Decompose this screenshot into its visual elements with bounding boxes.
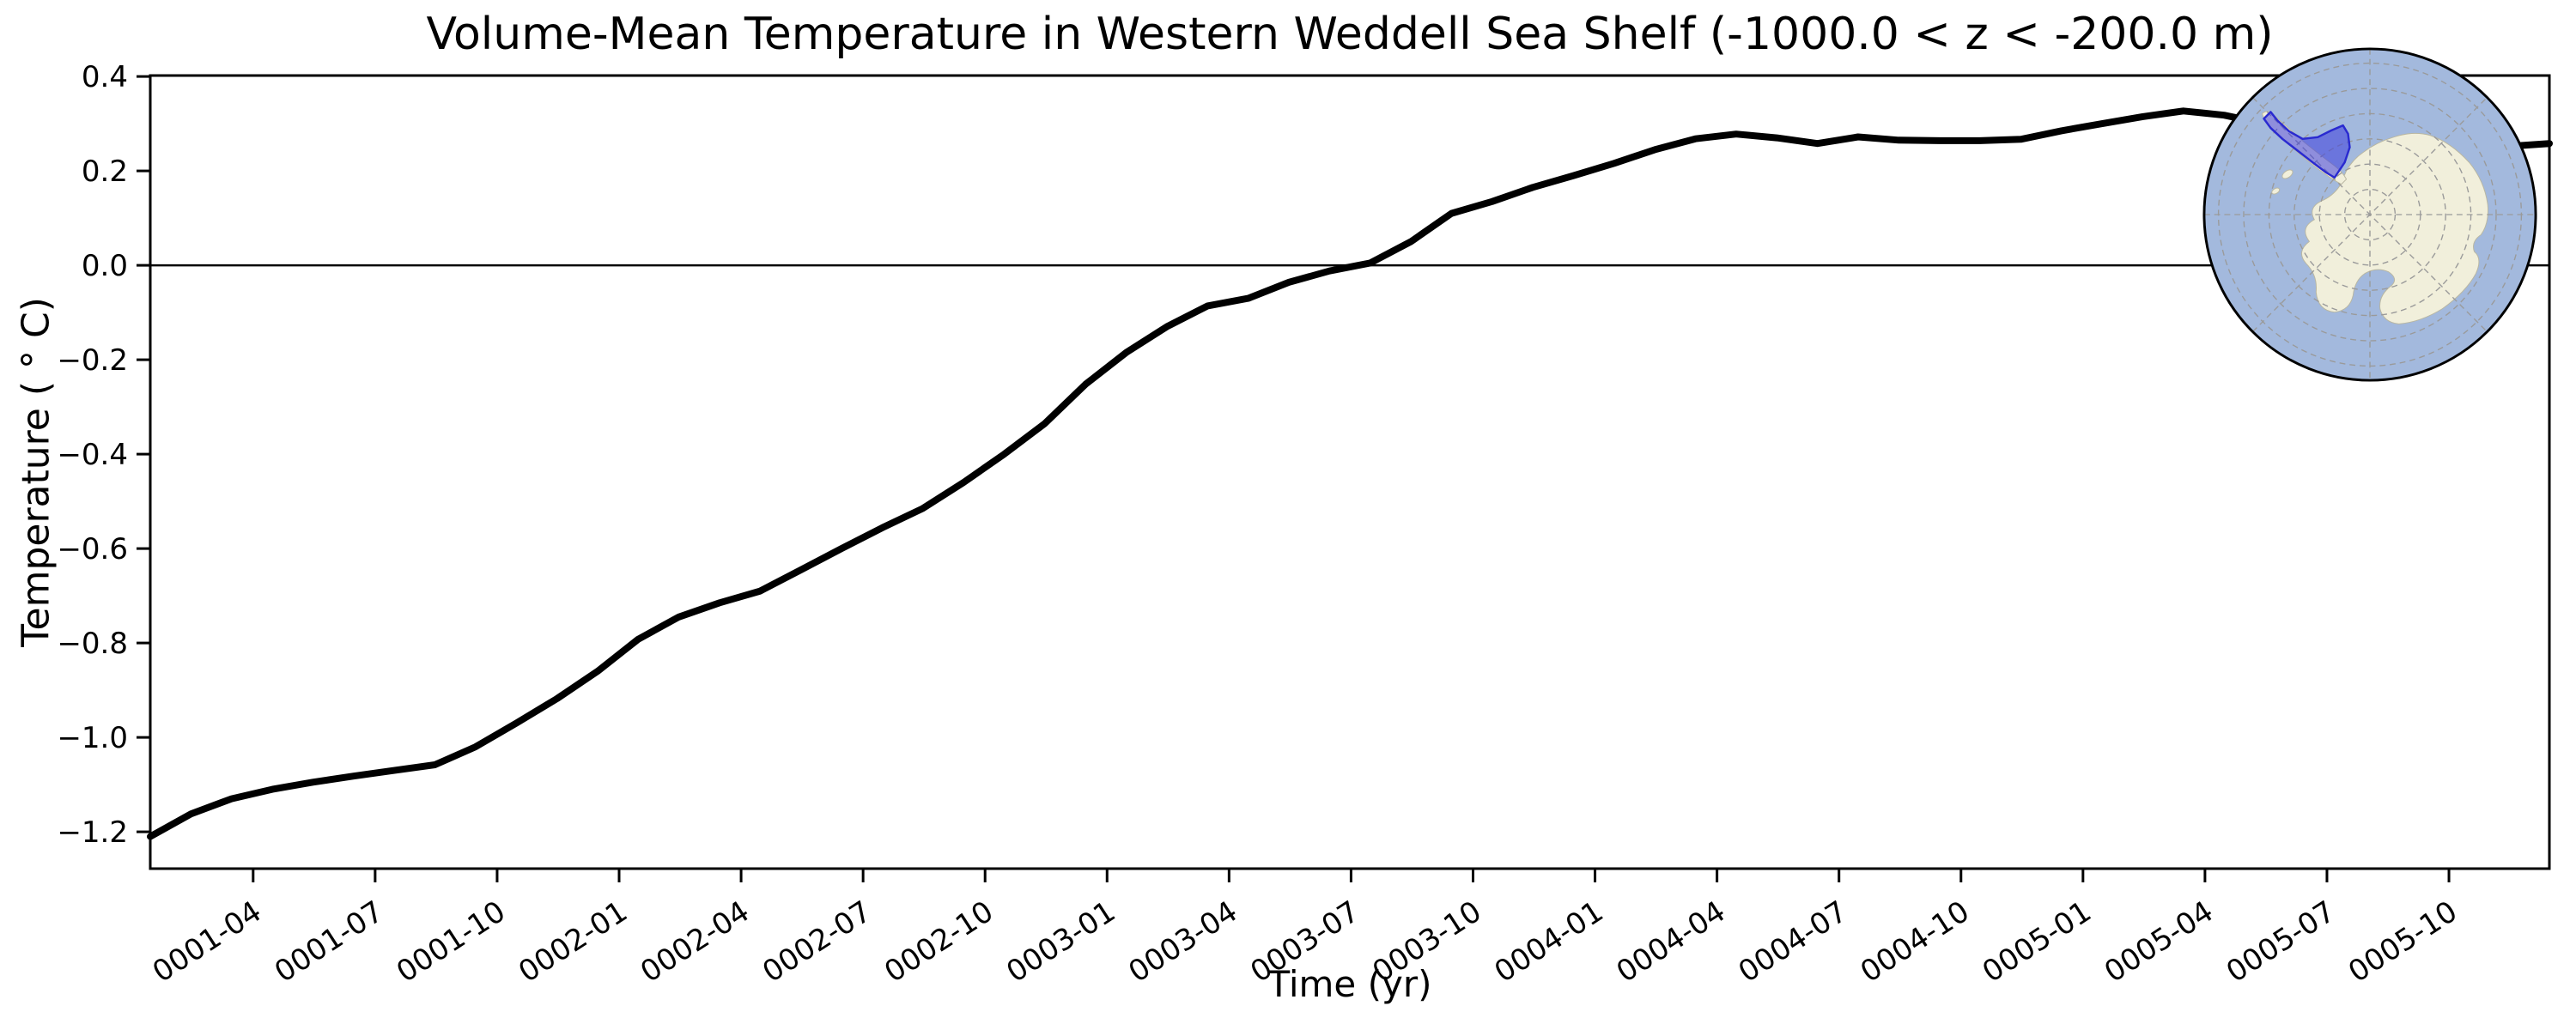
y-tick-label: −1.0 — [57, 721, 128, 755]
y-tick-label: −0.2 — [57, 343, 128, 378]
y-tick-label: −0.4 — [57, 438, 128, 472]
antarctic-inset-map — [2202, 47, 2537, 382]
plot-border — [149, 74, 2551, 870]
y-tick-label: 0.4 — [82, 60, 128, 94]
region-highlight-western-weddell-sea-shelf — [2263, 111, 2351, 179]
y-axis-label: Temperature ( ° C) — [14, 297, 58, 647]
inset-border-circle — [2202, 47, 2537, 382]
temperature-line — [147, 107, 2553, 840]
y-tick-label: −0.8 — [57, 627, 128, 661]
x-axis-label: Time (yr) — [1267, 963, 1432, 1005]
chart-title: Volume-Mean Temperature in Western Wedde… — [426, 9, 2274, 60]
y-tick-label: 0.2 — [82, 154, 128, 189]
y-tick-label: 0.0 — [82, 249, 128, 283]
y-tick-label: −1.2 — [57, 815, 128, 850]
y-tick-label: −0.6 — [57, 532, 128, 566]
